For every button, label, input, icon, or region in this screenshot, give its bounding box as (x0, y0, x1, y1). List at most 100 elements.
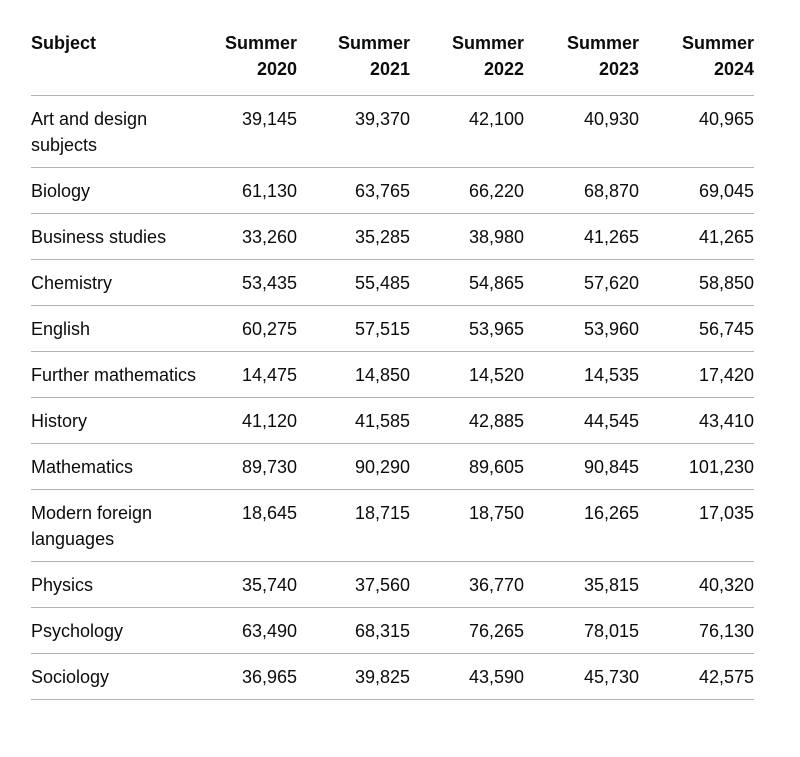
cell-value-2024: 69,045 (639, 167, 754, 214)
cell-value-2022: 76,265 (410, 607, 524, 654)
cell-value-2024: 58,850 (639, 259, 754, 306)
header-summer-2022: Summer 2022 (410, 26, 524, 96)
cell-subject: Business studies (31, 213, 217, 260)
table-body: Art and design subjects 39,145 39,370 42,10… (31, 95, 754, 700)
cell-value-2022: 89,605 (410, 443, 524, 490)
cell-value-2021: 41,585 (297, 397, 410, 444)
cell-subject: History (31, 397, 217, 444)
cell-value-2024: 56,745 (639, 305, 754, 352)
header-line2: 2022 (483, 59, 524, 79)
cell-subject: Chemistry (31, 259, 217, 306)
cell-value-2020: 14,475 (217, 351, 297, 398)
header-line1: Subject (31, 33, 97, 53)
cell-value-2020: 41,120 (217, 397, 297, 444)
cell-value-2024: 101,230 (639, 443, 754, 490)
cell-value-2023: 44,545 (524, 397, 639, 444)
cell-subject: Physics (31, 561, 217, 608)
header-line1: Summer (566, 33, 639, 53)
cell-value-2021: 57,515 (297, 305, 410, 352)
entries-table: Subject Summer 2020 Summer 2021 Summer 2… (31, 26, 754, 700)
cell-value-2024: 17,035 (639, 489, 754, 562)
cell-value-2024: 43,410 (639, 397, 754, 444)
cell-value-2021: 39,825 (297, 653, 410, 700)
header-summer-2023: Summer 2023 (524, 26, 639, 96)
cell-value-2023: 16,265 (524, 489, 639, 562)
cell-subject: Art and design subjects (31, 95, 217, 168)
cell-value-2023: 78,015 (524, 607, 639, 654)
cell-value-2024: 41,265 (639, 213, 754, 260)
cell-value-2022: 53,965 (410, 305, 524, 352)
entries-table-container: Subject Summer 2020 Summer 2021 Summer 2… (31, 26, 754, 700)
cell-value-2021: 63,765 (297, 167, 410, 214)
cell-subject: Mathematics (31, 443, 217, 490)
cell-value-2022: 14,520 (410, 351, 524, 398)
cell-value-2021: 14,850 (297, 351, 410, 398)
cell-subject: Biology (31, 167, 217, 214)
table-row: History 41,120 41,585 42,885 44,545 43,410 (31, 397, 754, 444)
cell-value-2020: 39,145 (217, 95, 297, 168)
header-line1: Summer (224, 33, 297, 53)
cell-value-2021: 39,370 (297, 95, 410, 168)
table-row: Psychology 63,490 68,315 76,265 78,015 76,130 (31, 607, 754, 654)
cell-value-2024: 40,965 (639, 95, 754, 168)
header-line1: Summer (451, 33, 524, 53)
table-row: Further mathematics 14,475 14,850 14,520 14,… (31, 351, 754, 398)
header-line2: 2024 (713, 59, 754, 79)
table-row: Art and design subjects 39,145 39,370 42,10… (31, 95, 754, 168)
header-line2: 2021 (369, 59, 410, 79)
cell-value-2022: 42,100 (410, 95, 524, 168)
header-line2: 2023 (598, 59, 639, 79)
cell-value-2020: 35,740 (217, 561, 297, 608)
cell-subject: Modern foreign languages (31, 489, 217, 562)
cell-value-2024: 40,320 (639, 561, 754, 608)
cell-value-2020: 60,275 (217, 305, 297, 352)
cell-value-2020: 89,730 (217, 443, 297, 490)
table-row: Business studies 33,260 35,285 38,980 41,265… (31, 213, 754, 260)
cell-value-2024: 76,130 (639, 607, 754, 654)
header-summer-2021: Summer 2021 (297, 26, 410, 96)
header-line2: 2020 (256, 59, 297, 79)
cell-value-2021: 37,560 (297, 561, 410, 608)
cell-value-2020: 33,260 (217, 213, 297, 260)
cell-subject: Further mathematics (31, 351, 217, 398)
cell-value-2023: 35,815 (524, 561, 639, 608)
cell-value-2024: 17,420 (639, 351, 754, 398)
header-row: Subject Summer 2020 Summer 2021 Summer 2… (31, 26, 754, 96)
header-line1: Summer (681, 33, 754, 53)
cell-value-2021: 90,290 (297, 443, 410, 490)
cell-value-2022: 42,885 (410, 397, 524, 444)
cell-value-2023: 14,535 (524, 351, 639, 398)
cell-value-2020: 36,965 (217, 653, 297, 700)
cell-value-2020: 61,130 (217, 167, 297, 214)
cell-value-2022: 43,590 (410, 653, 524, 700)
header-subject: Subject (31, 26, 217, 96)
table-header: Subject Summer 2020 Summer 2021 Summer 2… (31, 26, 754, 96)
cell-value-2022: 54,865 (410, 259, 524, 306)
cell-value-2022: 18,750 (410, 489, 524, 562)
cell-value-2022: 38,980 (410, 213, 524, 260)
table-row: Sociology 36,965 39,825 43,590 45,730 42,575 (31, 653, 754, 700)
cell-subject: Psychology (31, 607, 217, 654)
cell-value-2023: 41,265 (524, 213, 639, 260)
header-line1: Summer (337, 33, 410, 53)
cell-value-2021: 18,715 (297, 489, 410, 562)
table-row: English 60,275 57,515 53,965 53,960 56,745 (31, 305, 754, 352)
cell-value-2021: 35,285 (297, 213, 410, 260)
cell-value-2020: 18,645 (217, 489, 297, 562)
cell-subject: English (31, 305, 217, 352)
header-summer-2020: Summer 2020 (217, 26, 297, 96)
table-row: Modern foreign languages 18,645 18,715 18,7… (31, 489, 754, 562)
cell-value-2024: 42,575 (639, 653, 754, 700)
cell-value-2023: 53,960 (524, 305, 639, 352)
cell-value-2022: 66,220 (410, 167, 524, 214)
cell-value-2020: 53,435 (217, 259, 297, 306)
header-summer-2024: Summer 2024 (639, 26, 754, 96)
table-row: Chemistry 53,435 55,485 54,865 57,620 58,850 (31, 259, 754, 306)
table-row: Biology 61,130 63,765 66,220 68,870 69,045 (31, 167, 754, 214)
cell-value-2023: 40,930 (524, 95, 639, 168)
cell-value-2021: 68,315 (297, 607, 410, 654)
cell-value-2023: 45,730 (524, 653, 639, 700)
table-row: Mathematics 89,730 90,290 89,605 90,845 101,2… (31, 443, 754, 490)
cell-value-2023: 57,620 (524, 259, 639, 306)
cell-value-2023: 68,870 (524, 167, 639, 214)
